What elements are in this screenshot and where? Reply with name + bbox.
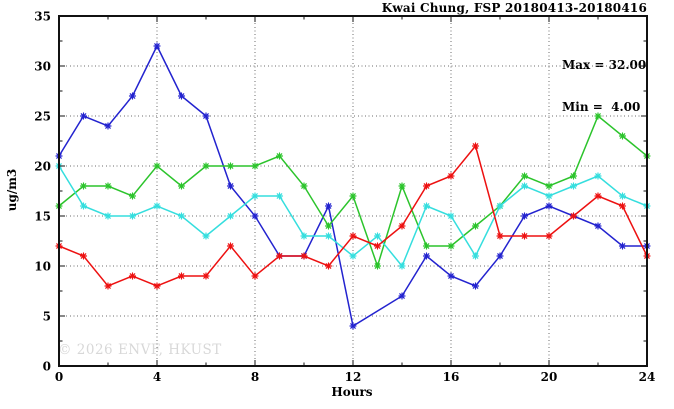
plot-border — [58, 15, 648, 367]
x-tick-label: 20 — [541, 370, 558, 384]
y-tick-label: 10 — [34, 260, 51, 274]
stat-min: Min = 4.00 — [562, 100, 641, 114]
x-axis-label: Hours — [331, 385, 373, 399]
series-green — [55, 112, 651, 270]
y-tick-label: 25 — [34, 110, 51, 124]
chart-title: Kwai Chung, FSP 20180413-20180416 — [381, 1, 647, 15]
stats-box: Max = 32.00 Min = 4.00 — [562, 30, 646, 142]
grid — [59, 16, 647, 366]
y-tick-label: 35 — [34, 10, 51, 24]
y-tick-label: 0 — [43, 360, 51, 374]
series-red — [55, 142, 651, 290]
x-tick-label: 8 — [251, 370, 259, 384]
y-tick-label: 20 — [34, 160, 51, 174]
y-tick-label: 5 — [43, 310, 51, 324]
x-tick-label: 4 — [153, 370, 161, 384]
x-tick-label: 16 — [443, 370, 460, 384]
axis-ticks — [58, 15, 648, 367]
series-red-markers — [55, 142, 651, 290]
watermark: © 2026 ENVF, HKUST — [58, 342, 222, 358]
y-tick-label: 15 — [34, 210, 51, 224]
series-blue-line — [58, 44, 648, 328]
x-tick-label: 24 — [639, 370, 656, 384]
y-tick-label: 30 — [34, 60, 51, 74]
stat-max: Max = 32.00 — [562, 58, 647, 72]
x-tick-label: 0 — [55, 370, 63, 384]
x-tick-label: 12 — [345, 370, 362, 384]
